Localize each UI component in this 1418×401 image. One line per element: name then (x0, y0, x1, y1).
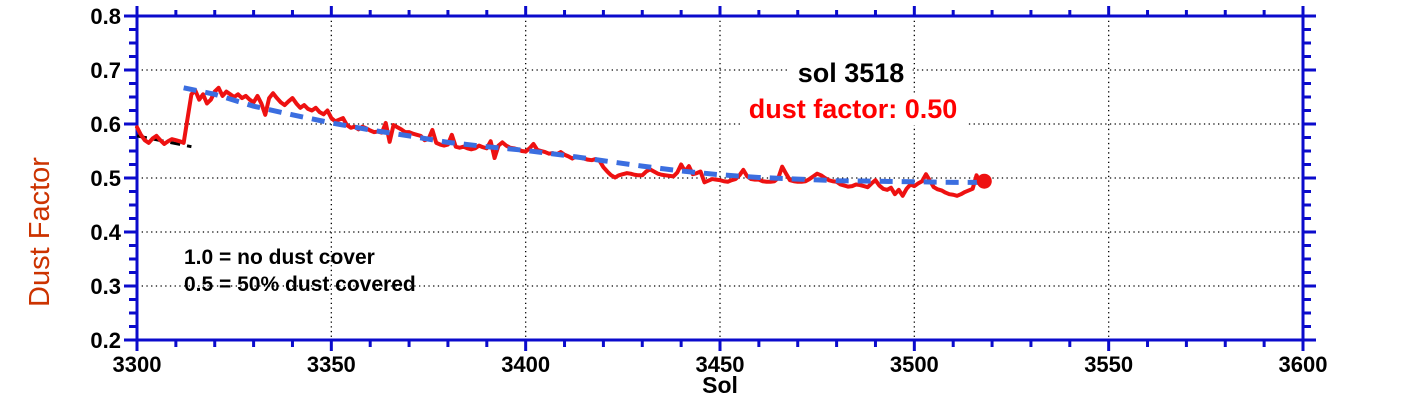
annotation-legend-line1: 1.0 = no dust cover (184, 246, 375, 269)
y-tick-label: 0.7 (90, 58, 121, 83)
measured-dust-factor-line (135, 85, 987, 198)
x-tick-label: 3500 (890, 352, 939, 377)
y-tick-label: 0.4 (90, 220, 121, 245)
current-sol-marker (976, 173, 992, 189)
y-tick-label: 0.6 (90, 112, 121, 137)
axis-tick-labels: 3300 3350 3400 3450 3500 3550 3600 0.2 0.3 0.4 0.5… (90, 4, 1327, 377)
x-tick-label: 3600 (1279, 352, 1328, 377)
x-axis-title: Sol (702, 372, 738, 398)
y-tick-label: 0.8 (90, 4, 121, 29)
y-axis-title: Dust Factor (24, 157, 56, 307)
x-tick-label: 3550 (1084, 352, 1133, 377)
axis-ticks (124, 6, 1316, 351)
x-tick-label: 3350 (307, 352, 356, 377)
annotation-dust-factor-value: dust factor: 0.50 (740, 94, 966, 125)
gridlines (137, 16, 1303, 340)
pre-cleaning-trend-line (136, 134, 192, 149)
x-tick-label: 3400 (501, 352, 550, 377)
y-tick-label: 0.3 (90, 274, 121, 299)
x-tick-label: 3300 (113, 352, 162, 377)
annotation-sol-number: sol 3518 (789, 58, 913, 89)
annotation-legend-line2: 0.5 = 50% dust covered (184, 273, 416, 296)
y-tick-label: 0.5 (90, 166, 121, 191)
y-tick-label: 0.2 (90, 328, 121, 353)
data-series (135, 85, 992, 198)
x-tick-label: 3450 (696, 352, 745, 377)
smoothed-trend-line (183, 85, 981, 185)
